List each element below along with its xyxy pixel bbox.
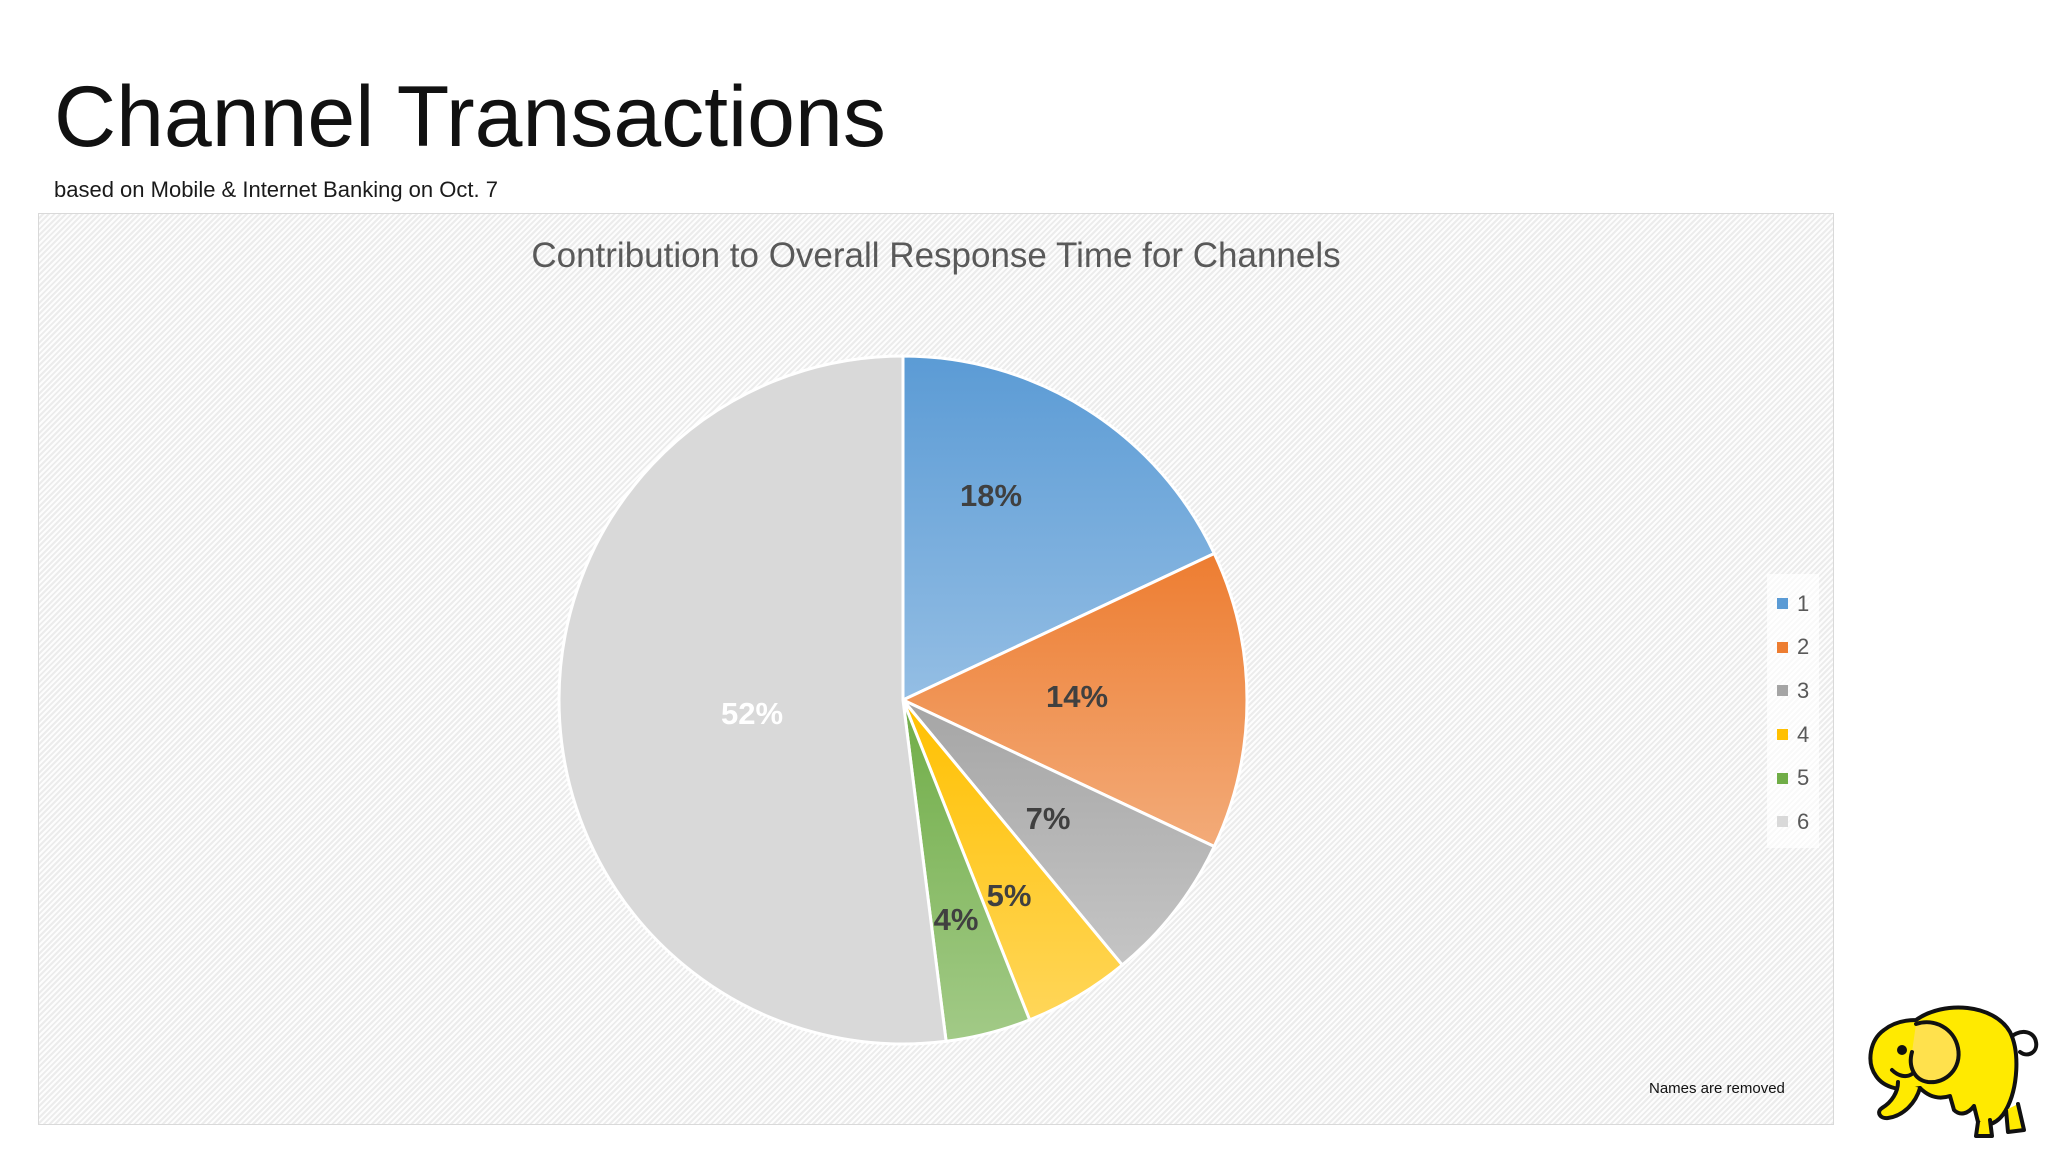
data-label-1: 18% — [960, 478, 1022, 513]
legend-item-3: 3 — [1767, 669, 1819, 713]
legend-item-4: 4 — [1767, 713, 1819, 757]
legend-swatch — [1777, 598, 1788, 610]
chart-area: Contribution to Overall Response Time fo… — [38, 213, 1834, 1125]
legend-label: 2 — [1797, 634, 1810, 660]
legend-label: 1 — [1797, 590, 1810, 616]
legend-item-1: 1 — [1767, 582, 1819, 626]
legend-swatch — [1777, 772, 1788, 784]
slide-subtitle: based on Mobile & Internet Banking on Oc… — [54, 177, 498, 202]
legend-swatch — [1777, 816, 1788, 828]
legend-label: 5 — [1797, 765, 1810, 791]
chart-legend: 1 2 3 4 5 6 — [1767, 574, 1819, 848]
legend-item-5: 5 — [1767, 756, 1819, 800]
chart-title: Contribution to Overall Response Time fo… — [531, 236, 1341, 275]
data-label-3: 7% — [1026, 801, 1071, 836]
legend-swatch — [1777, 685, 1788, 697]
pie-slice-1 — [901, 354, 1217, 703]
pie-slice-2 — [899, 551, 1249, 849]
data-label-4: 5% — [987, 878, 1032, 913]
data-label-2: 14% — [1046, 679, 1108, 714]
legend-swatch — [1777, 641, 1788, 653]
legend-item-2: 2 — [1767, 626, 1819, 670]
pie-chart: 18% 14% 7% 5%4% 52% — [557, 354, 1249, 1046]
slide-title: Channel Transactions — [54, 69, 886, 165]
legend-label: 6 — [1797, 808, 1810, 834]
legend-item-6: 6 — [1767, 800, 1819, 844]
legend-swatch — [1777, 729, 1788, 741]
legend-label: 4 — [1797, 721, 1810, 747]
footnote: Names are removed — [1649, 1080, 1785, 1097]
data-label-6: 52% — [721, 696, 783, 731]
pie-slice-3 — [901, 698, 1217, 968]
yellow-elephant-logo-icon — [1868, 1005, 2039, 1138]
pie-slice-6 — [557, 354, 948, 1046]
legend-label: 3 — [1797, 677, 1810, 703]
data-label-5: 4% — [934, 902, 979, 937]
